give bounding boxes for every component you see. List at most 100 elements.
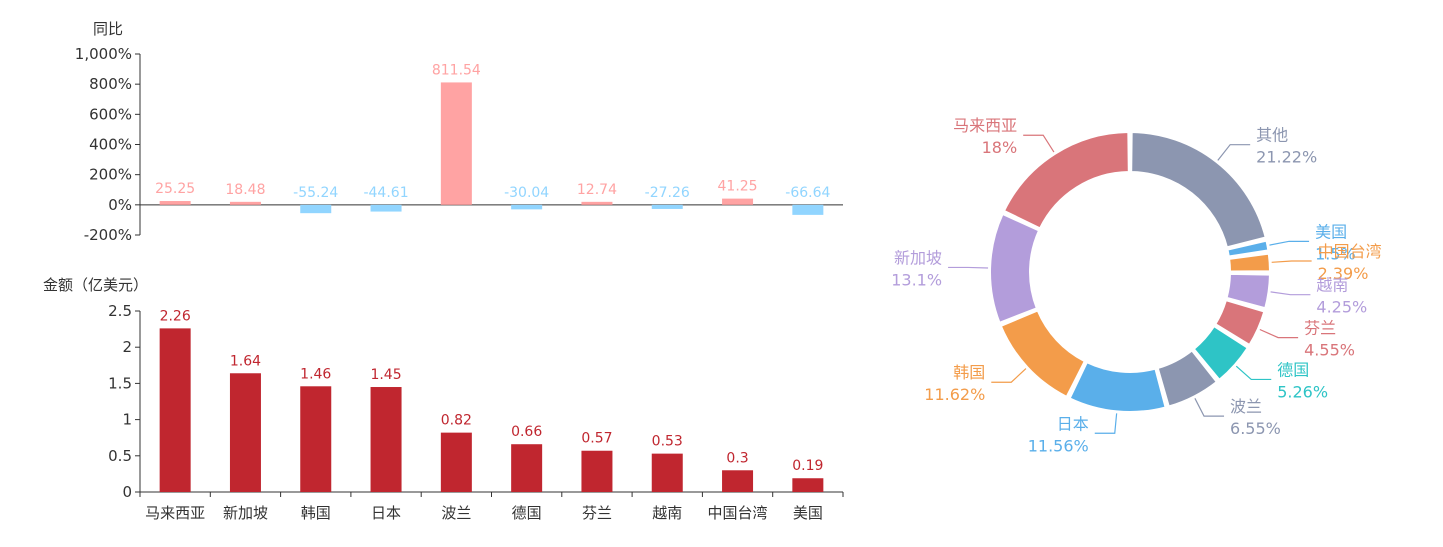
yoy-axis-title: 同比 <box>93 20 123 38</box>
pie-slice <box>1156 349 1219 408</box>
pie-leader-line <box>1194 398 1225 417</box>
bar-value-label: 0.82 <box>441 413 472 429</box>
x-tick-label: 韩国 <box>301 504 331 522</box>
y-tick-label: 1 <box>122 411 132 429</box>
bar <box>651 204 683 209</box>
bar <box>159 201 191 205</box>
x-tick-label: 芬兰 <box>582 504 612 522</box>
y-tick-label: 0 <box>122 483 132 501</box>
x-tick-label: 新加坡 <box>223 504 268 522</box>
pie-slice-percent: 4.55% <box>1304 341 1355 360</box>
bar-value-label: 1.64 <box>230 353 261 369</box>
pie-slice-name: 波兰 <box>1230 397 1262 416</box>
share-donut-chart: 其他 21.22% 美国 1.5%中国台湾 2.39%越南 4.25% 芬兰 4.55%德国 5… <box>891 116 1381 455</box>
bar <box>440 82 472 205</box>
x-tick-label: 美国 <box>793 504 823 522</box>
pie-slice-percent: 2.39% <box>1318 264 1369 283</box>
bar-value-label: 0.19 <box>792 458 823 474</box>
bar-value-label: 0.57 <box>581 431 612 447</box>
pie-leader-line <box>1269 240 1310 246</box>
pie-slice-name: 美国 <box>1315 222 1347 241</box>
pie-leader-line <box>1235 365 1272 381</box>
bar-value-label: -27.26 <box>645 185 690 201</box>
pie-leader-line <box>1259 328 1299 339</box>
pie-slice-percent: 11.56% <box>1028 436 1089 455</box>
bar <box>440 432 472 492</box>
pie-leader-line <box>991 368 1027 383</box>
pie-slice <box>1130 130 1267 249</box>
y-tick-label: 600% <box>89 105 132 123</box>
pie-slice <box>1226 239 1270 258</box>
bar-value-label: 18.48 <box>225 182 265 198</box>
pie-slice-name: 韩国 <box>953 363 985 382</box>
x-tick-label: 日本 <box>371 504 401 522</box>
y-tick-label: 0.5 <box>108 447 132 465</box>
amount-axis-title: 金额（亿美元） <box>43 276 148 294</box>
bar-value-label: 41.25 <box>718 179 758 195</box>
pie-slice <box>1213 298 1266 347</box>
pie-slice-percent: 5.26% <box>1277 382 1328 401</box>
bar <box>722 198 754 205</box>
bar <box>159 328 191 492</box>
pie-leader-line <box>1270 291 1311 296</box>
bar <box>651 453 683 492</box>
pie-slice <box>1002 130 1130 230</box>
pie-slice-name: 中国台湾 <box>1318 242 1382 261</box>
bar <box>229 373 261 492</box>
pie-slice-percent: 6.55% <box>1230 419 1281 438</box>
pie-slice-percent: 11.62% <box>924 385 985 404</box>
pie-slice-percent: 18% <box>982 138 1018 157</box>
bar <box>792 478 824 492</box>
pie-slice <box>999 309 1087 399</box>
y-tick-label: -200% <box>84 226 132 244</box>
pie-slice-percent: 1.5% <box>1315 244 1356 263</box>
bar <box>722 470 754 492</box>
x-tick-label: 波兰 <box>441 504 471 522</box>
pie-slice-name: 日本 <box>1057 414 1089 433</box>
bar-value-label: 1.46 <box>300 366 331 382</box>
pie-slice-name: 德国 <box>1277 360 1309 379</box>
pie-leader-line <box>1094 413 1118 434</box>
bar <box>792 204 824 215</box>
bar <box>511 204 543 210</box>
pie-leader-line <box>1271 260 1312 263</box>
pie-slice <box>1228 252 1272 273</box>
pie-leader-line <box>1023 134 1055 153</box>
y-tick-label: 200% <box>89 166 132 184</box>
y-tick-label: 2 <box>122 338 132 356</box>
bar <box>229 201 261 205</box>
bar-value-label: 25.25 <box>155 181 195 197</box>
pie-slice-percent: 21.22% <box>1256 148 1317 167</box>
x-tick-label: 德国 <box>512 504 542 522</box>
x-tick-label: 中国台湾 <box>708 504 768 522</box>
bar <box>581 450 613 492</box>
pie-slice-name: 越南 <box>1316 276 1348 295</box>
bar <box>300 386 332 492</box>
pie-slice <box>1192 324 1250 382</box>
pie-slice-name: 芬兰 <box>1304 319 1336 338</box>
y-tick-label: 1.5 <box>108 374 132 392</box>
bar-value-label: 0.53 <box>652 434 683 450</box>
bar-value-label: 811.54 <box>432 62 481 78</box>
y-tick-label: 2.5 <box>108 302 132 320</box>
bar <box>511 444 543 492</box>
yoy-bar-chart: 同比 1,000% 800% 600% 400% 200% 0% -200% 25.25 18.… <box>75 20 843 244</box>
pie-leader-line <box>1217 144 1251 161</box>
y-tick-label: 1,000% <box>75 45 132 63</box>
bar-value-label: 0.66 <box>511 424 542 440</box>
y-tick-label: 400% <box>89 136 132 154</box>
bar <box>300 204 332 214</box>
pie-leader-line <box>948 266 989 269</box>
bar <box>370 204 402 212</box>
bar-value-label: 12.74 <box>577 182 617 198</box>
pie-slice-name: 马来西亚 <box>953 116 1017 135</box>
pie-slice <box>1068 360 1167 413</box>
x-tick-label: 越南 <box>652 504 682 522</box>
pie-slice <box>1225 272 1271 310</box>
bar-value-label: -55.24 <box>293 185 338 201</box>
amount-bar-chart: 金额（亿美元） 2.5 2 1.5 1 0.5 0 2.26 马来西亚 1.64 新加坡 1.46 韩… <box>43 276 844 522</box>
pie-slice-percent: 13.1% <box>891 270 942 289</box>
pie-slice-name: 其他 <box>1256 126 1288 145</box>
y-tick-label: 800% <box>89 75 132 93</box>
